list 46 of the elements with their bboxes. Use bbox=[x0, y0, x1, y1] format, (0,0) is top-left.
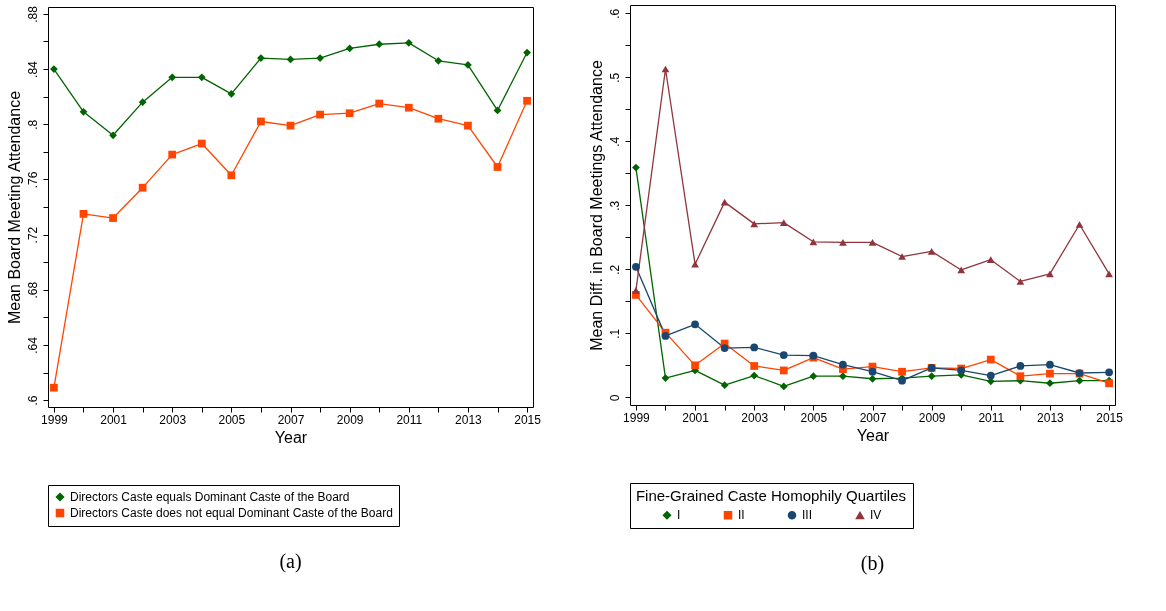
y-tick-label: 0 bbox=[607, 394, 622, 402]
x-tick-label: 2007 bbox=[859, 410, 887, 425]
y-tick-label: .72 bbox=[25, 226, 40, 244]
y-tick-label: .3 bbox=[607, 200, 622, 211]
x-tick-label: 2005 bbox=[218, 412, 246, 427]
legend-label: II bbox=[738, 508, 745, 523]
legend-title: Fine-Grained Caste Homophily Quartiles bbox=[635, 487, 907, 504]
x-tick-label: 1999 bbox=[41, 412, 69, 427]
x-tick-label: 2011 bbox=[978, 410, 1005, 425]
y-tick-label: .6 bbox=[607, 8, 622, 19]
x-tick-label: 2001 bbox=[682, 410, 710, 425]
y-tick-label: .84 bbox=[25, 60, 40, 78]
y-tick-label: .4 bbox=[607, 136, 622, 147]
y-tick-label: .8 bbox=[25, 119, 40, 130]
text: (b) bbox=[860, 551, 885, 575]
x-tick-label: 2001 bbox=[100, 412, 128, 427]
x-tick-label: 2003 bbox=[741, 410, 769, 425]
y-tick-label: .88 bbox=[25, 5, 40, 23]
y-tick-label: .64 bbox=[25, 336, 40, 354]
x-tick-label: 2007 bbox=[277, 412, 305, 427]
y-axis-title: Mean Board Meeting Attendance bbox=[5, 90, 23, 325]
legend-label: I bbox=[677, 508, 681, 523]
x-tick-label: 2015 bbox=[1096, 410, 1124, 425]
y-tick-label: .5 bbox=[607, 72, 622, 83]
x-tick-label: 2009 bbox=[336, 412, 364, 427]
y-tick-label: .76 bbox=[25, 171, 40, 189]
x-tick-label: 2009 bbox=[918, 410, 946, 425]
y-axis-title: Mean Diff. in Board Meetings Attendance bbox=[587, 60, 605, 351]
y-tick-label: .1 bbox=[607, 328, 622, 339]
y-tick-label: .2 bbox=[607, 264, 622, 275]
x-tick-label: 2013 bbox=[1037, 410, 1065, 425]
legend-label: Directors Caste equals Dominant Caste of the Board bbox=[70, 490, 350, 504]
legend-label: Directors Caste does not equal Dominant Caste of the Board bbox=[70, 506, 393, 520]
legend-label: III bbox=[802, 508, 813, 523]
x-tick-label: 1999 bbox=[623, 410, 651, 425]
y-tick-label: .6 bbox=[25, 395, 40, 406]
x-axis-title: Year bbox=[274, 428, 308, 446]
text: (a) bbox=[279, 549, 302, 573]
x-tick-label: 2005 bbox=[800, 410, 828, 425]
legend-label: IV bbox=[870, 508, 882, 523]
x-tick-label: 2003 bbox=[159, 412, 187, 427]
x-tick-label: 2011 bbox=[396, 412, 423, 427]
x-tick-label: 2015 bbox=[514, 412, 542, 427]
x-tick-label: 2013 bbox=[455, 412, 483, 427]
y-tick-label: .68 bbox=[25, 281, 40, 299]
x-axis-title: Year bbox=[856, 426, 890, 444]
